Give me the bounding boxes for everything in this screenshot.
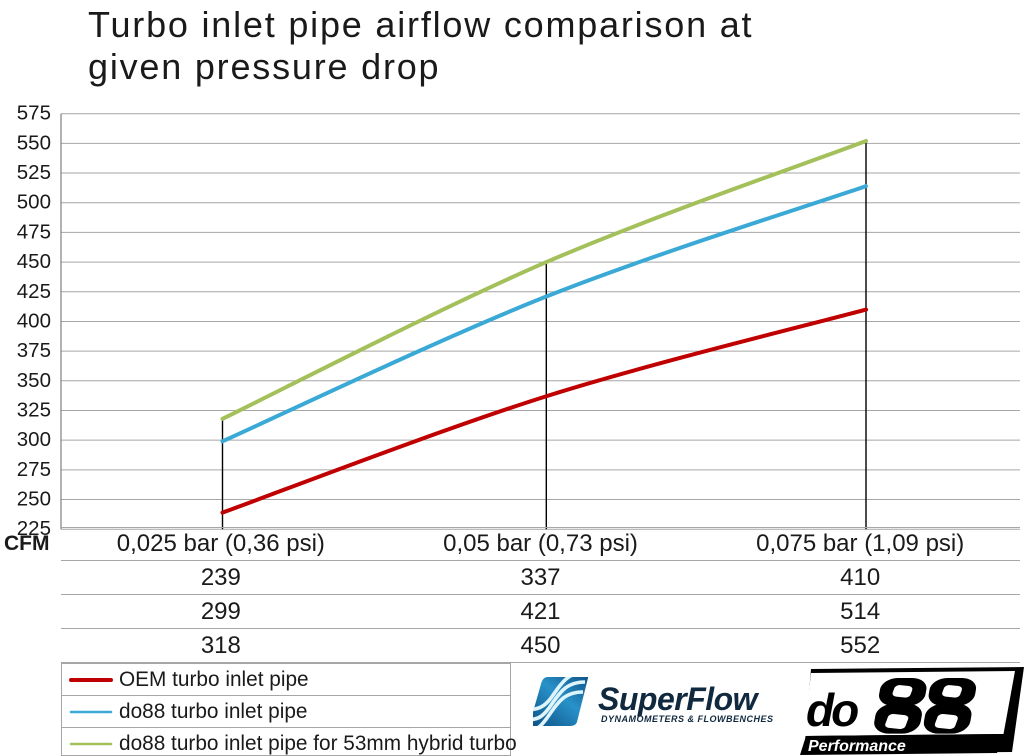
svg-text:300: 300 xyxy=(17,428,51,451)
svg-text:250: 250 xyxy=(17,488,51,511)
svg-text:550: 550 xyxy=(17,131,51,154)
svg-text:450: 450 xyxy=(17,250,51,273)
svg-text:400: 400 xyxy=(17,310,51,333)
svg-text:475: 475 xyxy=(17,220,51,243)
svg-text:500: 500 xyxy=(17,191,51,214)
svg-text:575: 575 xyxy=(17,102,51,125)
svg-text:DYNAMOMETERS & FLOWBENCHES: DYNAMOMETERS & FLOWBENCHES xyxy=(601,714,774,724)
svg-text:350: 350 xyxy=(17,369,51,392)
svg-text:Performance: Performance xyxy=(808,738,906,755)
svg-text:do: do xyxy=(806,684,858,736)
svg-text:375: 375 xyxy=(17,339,51,362)
svg-text:275: 275 xyxy=(17,458,51,481)
svg-text:SuperFlow: SuperFlow xyxy=(598,681,760,717)
svg-text:425: 425 xyxy=(17,280,51,303)
svg-text:325: 325 xyxy=(17,399,51,422)
svg-text:525: 525 xyxy=(17,161,51,184)
